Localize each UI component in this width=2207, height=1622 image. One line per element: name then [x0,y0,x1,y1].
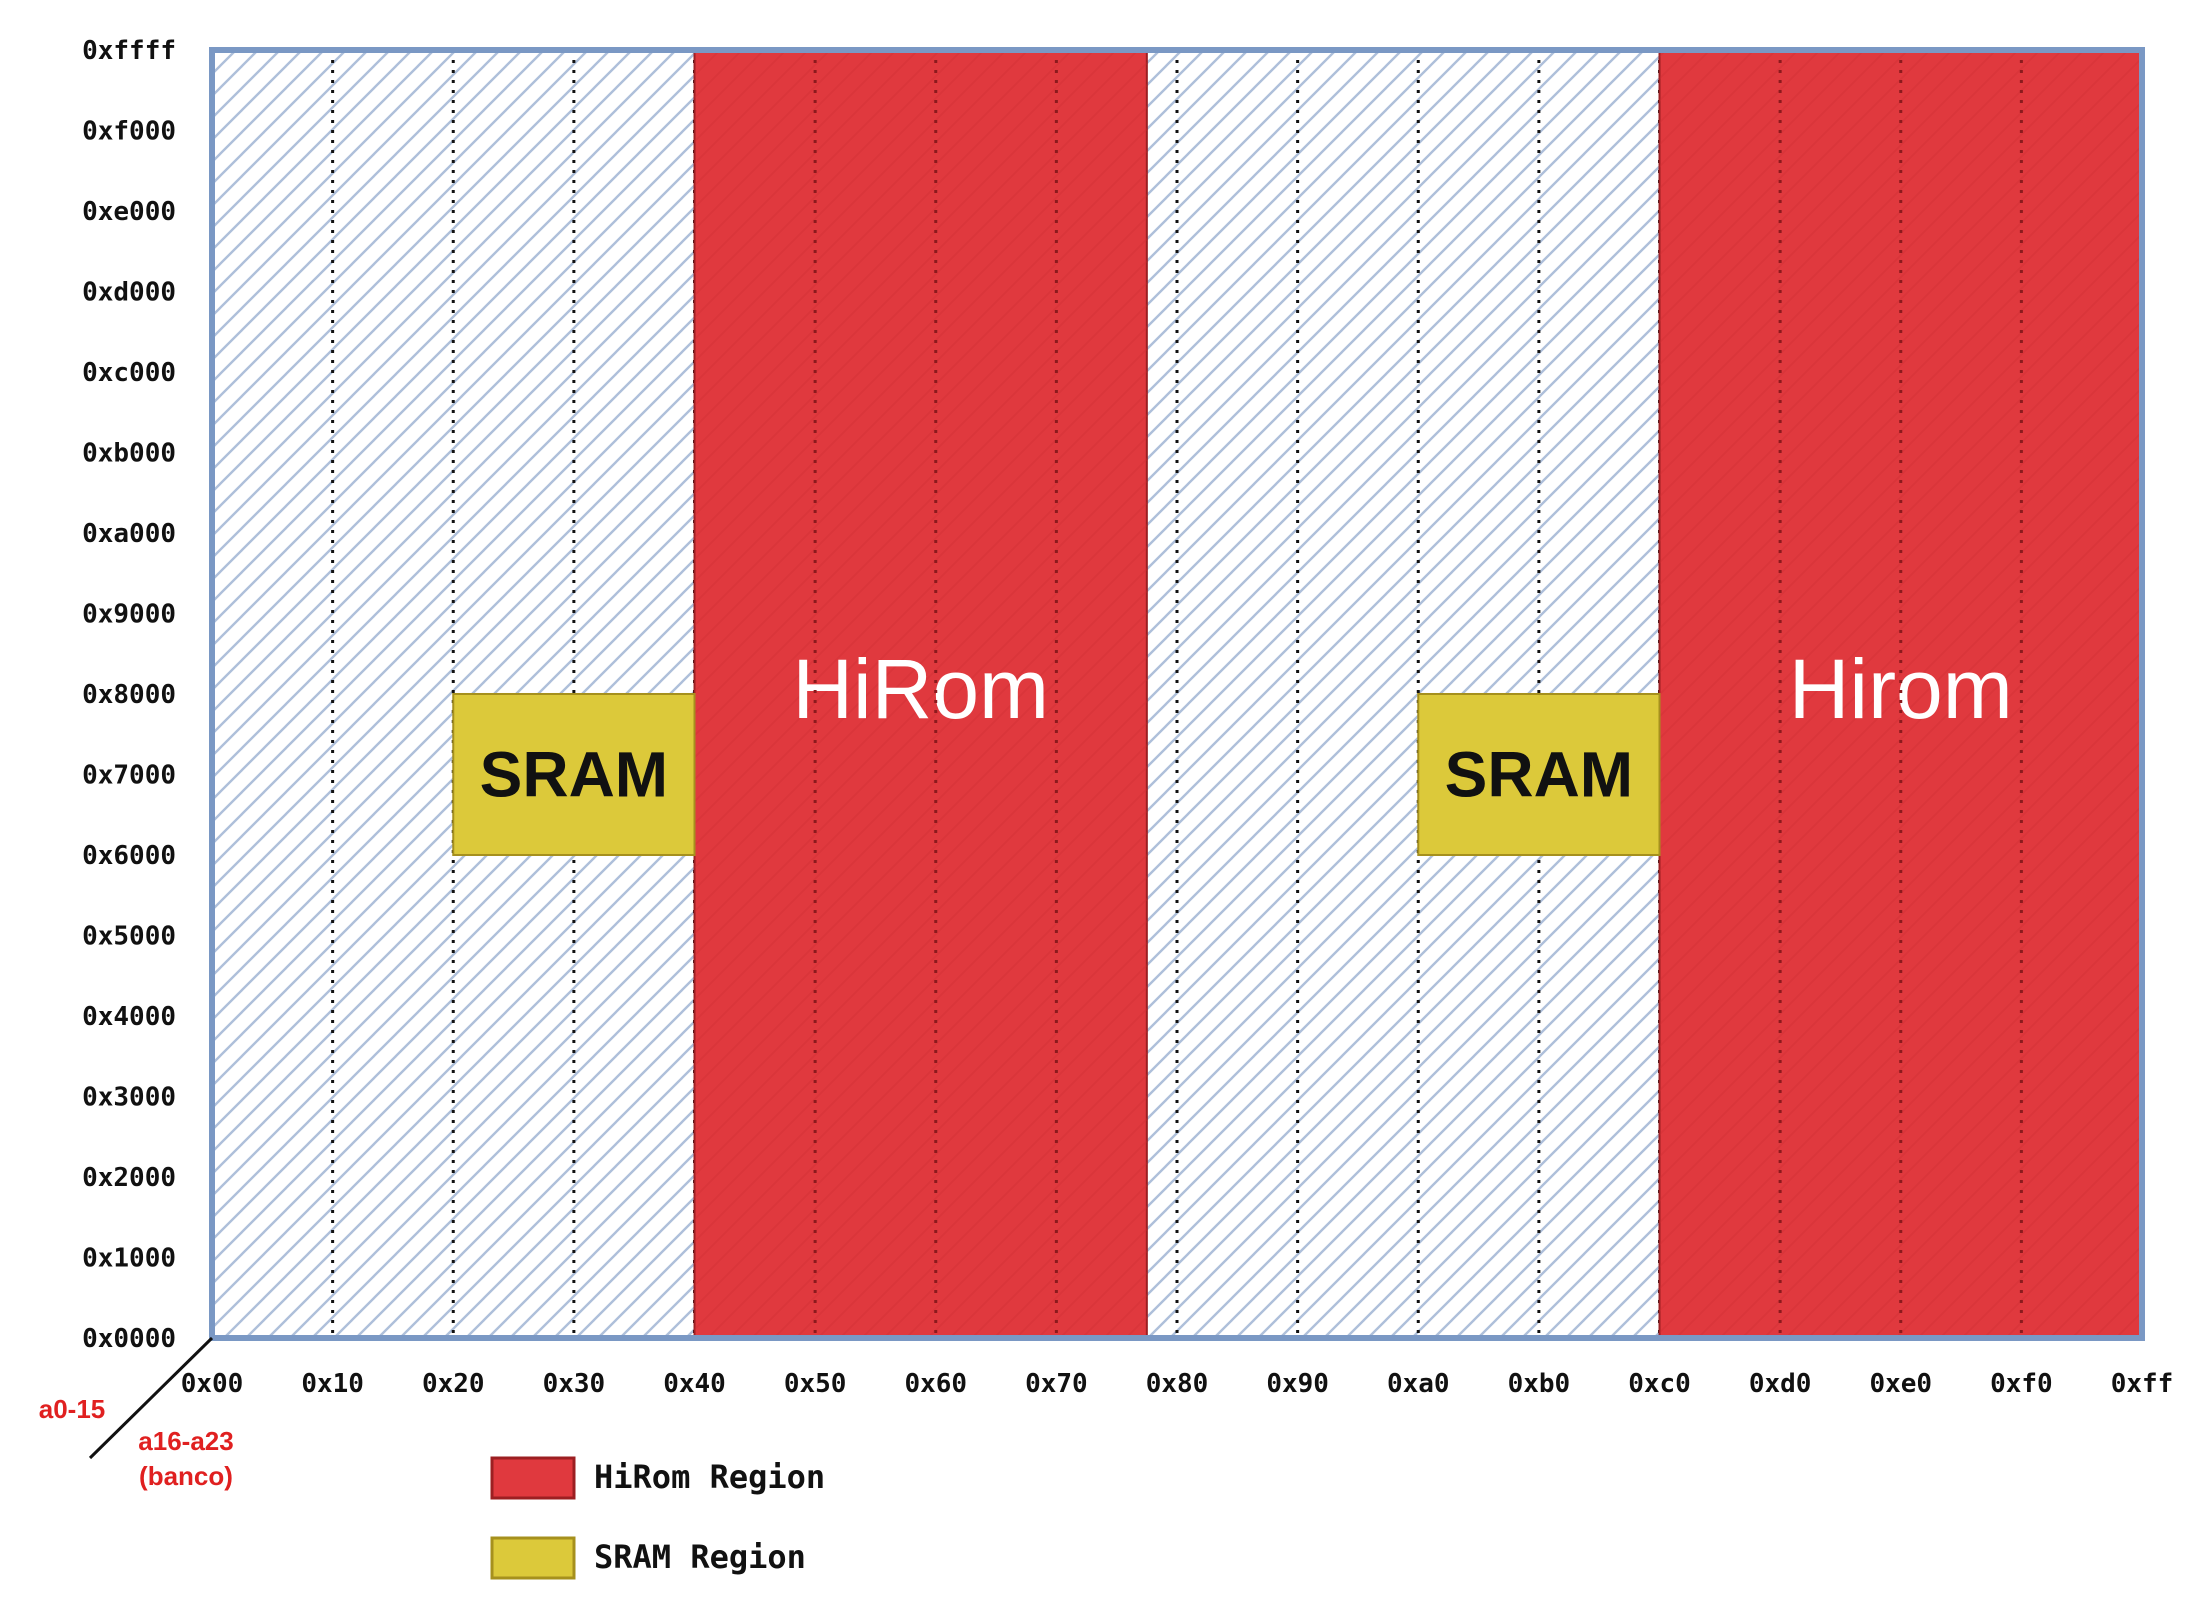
x-axis-label-line1: a16-a23 [138,1426,233,1456]
y-tick-label: 0x0000 [82,1324,176,1354]
y-tick-label: 0x6000 [82,841,176,871]
x-tick-label: 0x00 [181,1369,244,1399]
sram-region [1417,692,1661,856]
hirom-region-label: HiRom [792,642,1049,736]
plot-frame [209,47,2145,1341]
y-tick-label: 0xe000 [82,197,176,227]
hirom-region-hatch [694,50,1147,1338]
y-tick-label: 0x8000 [82,680,176,710]
legend-label-sram: SRAM Region [594,1538,806,1576]
axis-corner-diagonal [88,1336,214,1460]
x-tick-label: 0x40 [663,1369,726,1399]
y-tick-label: 0xffff [82,36,176,66]
legend: HiRom Region SRAM Region [490,1456,825,1580]
x-tick-label: 0x90 [1266,1369,1329,1399]
y-tick-label: 0x3000 [82,1082,176,1112]
y-tick-label: 0xc000 [82,358,176,388]
y-tick-label: 0x9000 [82,599,176,629]
x-tick-label: 0xe0 [1869,1369,1932,1399]
x-tick-label: 0x20 [422,1369,485,1399]
y-tick-label: 0xb000 [82,438,176,468]
x-axis-label-line2: (banco) [139,1461,233,1491]
x-tick-label: 0x80 [1146,1369,1209,1399]
x-tick-label: 0xb0 [1508,1369,1571,1399]
y-axis-tick-labels: 0x0000 0x1000 0x2000 0x3000 0x4000 0x5000 0x60… [82,36,176,1354]
hirom-region-hatch [1659,50,2142,1338]
y-tick-label: 0x4000 [82,1002,176,1032]
y-tick-label: 0xd000 [82,277,176,307]
x-tick-label: 0xd0 [1749,1369,1812,1399]
sram-region-label: SRAM [1445,738,1633,810]
sram-region-label: SRAM [480,738,668,810]
y-tick-label: 0x5000 [82,921,176,951]
y-tick-label: 0x1000 [82,1243,176,1273]
x-tick-label: 0x30 [543,1369,606,1399]
y-tick-label: 0x7000 [82,760,176,790]
sram-region [452,692,696,856]
legend-swatch-hirom [490,1456,576,1500]
x-tick-label: 0x10 [301,1369,364,1399]
y-tick-label: 0x2000 [82,1163,176,1193]
x-tick-label: 0xff [2111,1369,2174,1399]
legend-swatch-sram [490,1536,576,1580]
x-axis-tick-labels: 0x00 0x10 0x20 0x30 0x40 0x50 0x60 0x70 0x80 0x90… [181,1369,2174,1399]
x-tick-label: 0xa0 [1387,1369,1450,1399]
x-tick-label: 0x70 [1025,1369,1088,1399]
y-tick-label: 0xf000 [82,116,176,146]
legend-label-hirom: HiRom Region [594,1458,825,1496]
x-tick-label: 0xf0 [1990,1369,2053,1399]
x-tick-label: 0x60 [904,1369,967,1399]
x-tick-label: 0xc0 [1628,1369,1691,1399]
y-axis-label: a0-15 [39,1394,106,1424]
x-tick-label: 0x50 [784,1369,847,1399]
y-tick-label: 0xa000 [82,519,176,549]
